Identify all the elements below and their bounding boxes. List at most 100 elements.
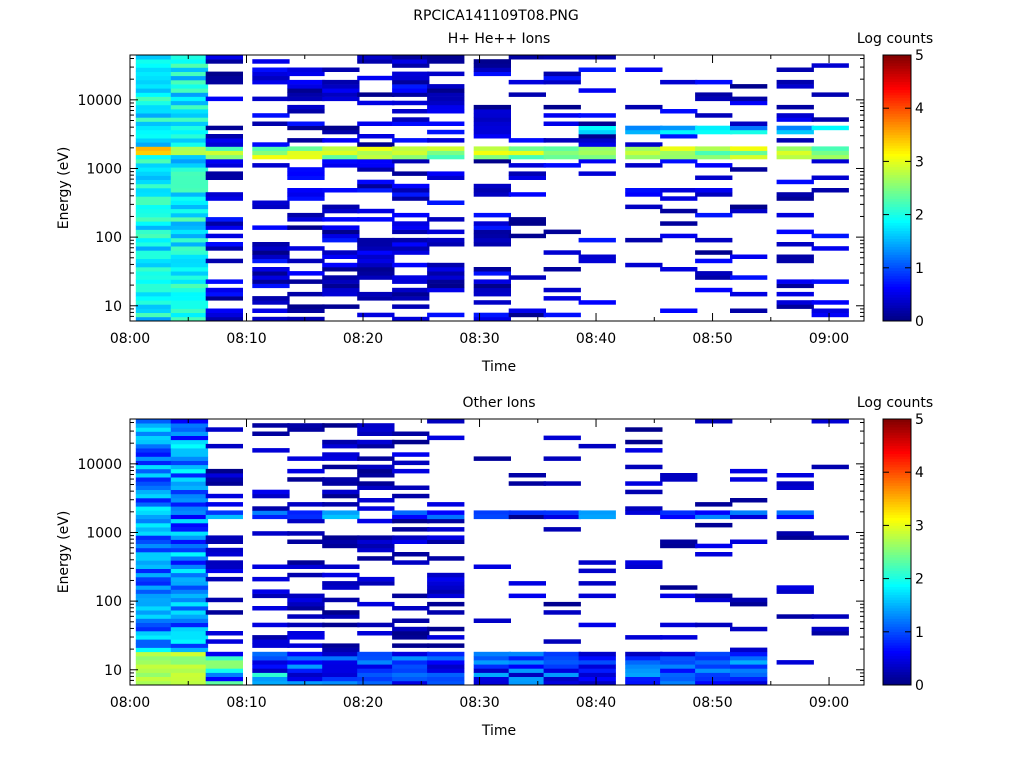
heatmap-cell bbox=[660, 514, 698, 520]
y-tick-label: 1000 bbox=[86, 525, 122, 541]
heatmap-cell bbox=[135, 543, 174, 549]
heatmap-cell bbox=[578, 258, 616, 264]
heatmap-cell bbox=[322, 668, 360, 673]
heatmap-cell bbox=[170, 535, 209, 540]
heatmap-cell bbox=[473, 651, 511, 657]
heatmap-cell bbox=[357, 250, 395, 255]
heatmap-cell bbox=[357, 498, 395, 503]
heatmap-cell bbox=[811, 614, 849, 619]
heatmap-cell bbox=[660, 672, 698, 677]
heatmap-cell bbox=[135, 75, 174, 81]
heatmap-cell bbox=[578, 443, 616, 449]
colorbar-segment bbox=[883, 190, 911, 194]
heatmap-cell bbox=[287, 258, 325, 264]
heatmap-cell bbox=[252, 275, 290, 280]
heatmap-cell bbox=[135, 237, 174, 243]
heatmap-cell bbox=[357, 485, 395, 490]
heatmap-cell bbox=[392, 316, 430, 322]
heatmap-cell bbox=[205, 639, 243, 644]
heatmap-cell bbox=[170, 217, 209, 222]
colorbar-segment bbox=[883, 289, 911, 293]
heatmap-cell bbox=[252, 664, 290, 669]
heatmap-cell bbox=[730, 308, 768, 313]
heatmap-cell bbox=[357, 631, 395, 636]
heatmap-cell bbox=[170, 175, 209, 180]
colorbar-segment bbox=[883, 485, 911, 489]
heatmap-cell bbox=[205, 535, 243, 540]
heatmap-cell bbox=[427, 59, 465, 64]
heatmap-cell bbox=[392, 138, 430, 143]
heatmap-cell bbox=[322, 92, 360, 97]
colorbar-segment bbox=[883, 174, 911, 178]
heatmap-cell bbox=[170, 527, 209, 532]
heatmap-cell bbox=[287, 676, 325, 682]
heatmap-cell bbox=[205, 312, 243, 318]
heatmap-cell bbox=[730, 672, 768, 677]
colorbar-segment bbox=[883, 647, 911, 651]
heatmap-cell bbox=[322, 84, 360, 89]
heatmap-cell bbox=[322, 564, 360, 569]
heatmap-cell bbox=[322, 651, 360, 657]
heatmap-cell bbox=[543, 660, 581, 665]
heatmap-cell bbox=[135, 522, 174, 528]
heatmap-cell bbox=[170, 113, 209, 118]
heatmap-cell bbox=[205, 163, 243, 168]
heatmap-cell bbox=[543, 163, 581, 168]
heatmap-cell bbox=[170, 188, 209, 193]
heatmap-cell bbox=[205, 473, 243, 478]
heatmap-cell bbox=[135, 84, 174, 89]
colorbar-segment bbox=[883, 267, 911, 271]
heatmap-cell bbox=[252, 154, 290, 160]
heatmap-cell bbox=[205, 316, 243, 322]
heatmap-cell bbox=[322, 138, 360, 143]
colorbar-segment bbox=[883, 621, 911, 625]
colorbar-segment bbox=[883, 655, 911, 659]
heatmap-cell bbox=[252, 59, 290, 64]
heatmap-cell bbox=[625, 510, 663, 515]
y-tick-label: 10 bbox=[104, 299, 122, 315]
heatmap-cell bbox=[776, 589, 814, 594]
heatmap-cell bbox=[322, 287, 360, 293]
heatmap-cell bbox=[170, 502, 209, 507]
heatmap-cell bbox=[170, 556, 209, 561]
heatmap-cell bbox=[543, 527, 581, 532]
heatmap-cell bbox=[776, 614, 814, 619]
heatmap-cell bbox=[473, 183, 511, 189]
heatmap-cell bbox=[135, 217, 174, 222]
x-tick-label: 08:40 bbox=[576, 331, 616, 347]
heatmap-cell bbox=[287, 316, 325, 322]
panel-title: H+ He++ Ions bbox=[448, 31, 551, 47]
heatmap-cell bbox=[170, 493, 209, 499]
x-tick-label: 08:20 bbox=[343, 695, 383, 711]
heatmap-cell bbox=[135, 71, 174, 77]
colorbar-segment bbox=[883, 299, 911, 303]
heatmap-cell bbox=[135, 188, 174, 193]
heatmap-cell bbox=[776, 585, 814, 590]
heatmap-cell bbox=[508, 154, 546, 160]
heatmap-cell bbox=[508, 308, 546, 313]
heatmap-cell bbox=[135, 518, 174, 524]
heatmap-cell bbox=[357, 237, 395, 243]
heatmap-cell bbox=[508, 672, 546, 677]
heatmap-cell bbox=[695, 543, 733, 549]
heatmap-cell bbox=[695, 125, 733, 131]
heatmap-cell bbox=[170, 585, 209, 590]
colorbar-segment bbox=[883, 671, 911, 675]
heatmap-cell bbox=[543, 146, 581, 151]
heatmap-cell bbox=[776, 138, 814, 143]
heatmap-cell bbox=[170, 452, 209, 457]
colorbar-tick-label: 0 bbox=[915, 678, 924, 694]
heatmap-cell bbox=[252, 279, 290, 284]
heatmap-cell bbox=[776, 179, 814, 185]
heatmap-cell bbox=[625, 439, 663, 445]
heatmap-cell bbox=[287, 246, 325, 251]
heatmap-cell bbox=[170, 643, 209, 648]
heatmap-cell bbox=[508, 664, 546, 669]
heatmap-cell bbox=[578, 668, 616, 673]
heatmap-cell bbox=[135, 171, 174, 176]
heatmap-cell bbox=[252, 564, 290, 569]
heatmap-cell bbox=[695, 129, 733, 135]
heatmap-cell bbox=[135, 506, 174, 511]
colorbar-segment bbox=[883, 559, 911, 564]
colorbar-segment bbox=[883, 177, 911, 181]
